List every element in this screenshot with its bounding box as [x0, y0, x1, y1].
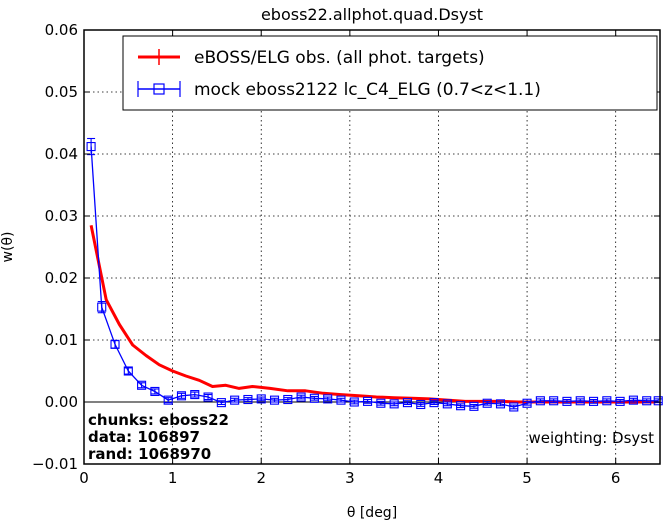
series-eboss-obs	[89, 225, 656, 404]
y-tick-label: 0.04	[45, 145, 78, 163]
series-mock-line	[90, 146, 659, 408]
mock-point	[86, 142, 96, 152]
mock-point	[123, 366, 133, 376]
x-axis-label: θ [deg]	[347, 505, 397, 521]
mock-point	[522, 398, 532, 408]
chart-title: eboss22.allphot.quad.Dsyst	[261, 5, 483, 24]
axis-ticks	[83, 29, 660, 465]
mock-point	[469, 401, 479, 411]
mock-point	[256, 394, 266, 404]
mock-point	[429, 398, 439, 408]
y-tick-label: 0.00	[45, 393, 78, 411]
mock-point	[110, 339, 120, 349]
mock-point	[456, 401, 466, 411]
legend-label-obs: eBOSS/ELG obs. (all phot. targets)	[194, 48, 485, 68]
series-obs-line	[89, 225, 656, 404]
x-tick-label: 2	[256, 469, 266, 487]
y-tick-label: 0.01	[45, 331, 78, 349]
mock-point	[203, 392, 213, 402]
x-tick-label: 4	[434, 469, 444, 487]
mock-point	[575, 396, 585, 406]
mock-point	[349, 397, 359, 407]
mock-point	[653, 396, 663, 406]
mock-point	[442, 399, 452, 409]
mock-point	[562, 396, 572, 406]
x-tick-label: 0	[79, 469, 89, 487]
mock-point	[269, 395, 280, 405]
mock-point	[309, 393, 319, 403]
mock-point	[336, 395, 346, 405]
mock-point	[283, 394, 293, 405]
legend-marker-mock	[153, 83, 165, 95]
y-tick-label: 0.06	[45, 21, 78, 39]
mock-point	[389, 399, 399, 409]
mock-point	[602, 396, 612, 406]
mock-point	[376, 398, 386, 408]
legend: eBOSS/ELG obs. (all phot. targets) mock …	[122, 35, 658, 111]
y-tick-label: −0.01	[32, 455, 78, 473]
plot-frame	[83, 29, 661, 465]
mock-point	[615, 396, 625, 406]
mock-point	[588, 396, 599, 406]
mock-point	[323, 394, 333, 404]
x-tick-label: 1	[168, 469, 178, 487]
series-mock	[86, 137, 663, 412]
y-tick-label: 0.02	[45, 269, 78, 287]
annotation-chunks: chunks: eboss22	[88, 411, 229, 429]
mock-point	[549, 396, 559, 406]
mock-point	[416, 399, 426, 410]
mock-point	[137, 380, 147, 390]
y-tick-labels: −0.01 0.00 0.01 0.02 0.03 0.04 0.05 0.06	[32, 21, 78, 473]
y-axis-label: w(θ)	[0, 232, 16, 263]
mock-point	[296, 392, 306, 402]
mock-point	[97, 302, 107, 312]
mock-point	[509, 402, 519, 412]
x-tick-label: 3	[345, 469, 355, 487]
mock-point	[402, 398, 412, 408]
mock-point	[176, 391, 187, 401]
mock-point	[230, 395, 240, 405]
mock-point	[163, 395, 173, 405]
x-tick-label: 6	[611, 469, 621, 487]
legend-label-mock: mock eboss2122 lc_C4_ELG (0.7<z<1.1)	[194, 80, 541, 100]
annotation-data: data: 106897	[88, 428, 200, 446]
legend-box	[122, 35, 658, 111]
mock-point	[243, 394, 253, 405]
y-tick-label: 0.05	[45, 83, 78, 101]
annotation-rand: rand: 1068970	[88, 445, 211, 463]
mock-point	[495, 399, 506, 409]
mock-point	[628, 395, 638, 405]
mock-point	[150, 386, 160, 397]
mock-point	[216, 398, 226, 408]
x-tick-labels: 0 1 2 3 4 5 6	[79, 469, 620, 487]
x-tick-label: 5	[522, 469, 532, 487]
annotation-weighting: weighting: Dsyst	[528, 429, 654, 447]
mock-point	[642, 396, 652, 406]
mock-point	[482, 398, 492, 408]
mock-point	[190, 390, 200, 400]
y-tick-label: 0.03	[45, 207, 78, 225]
mock-point	[535, 396, 545, 406]
mock-point	[363, 396, 373, 406]
